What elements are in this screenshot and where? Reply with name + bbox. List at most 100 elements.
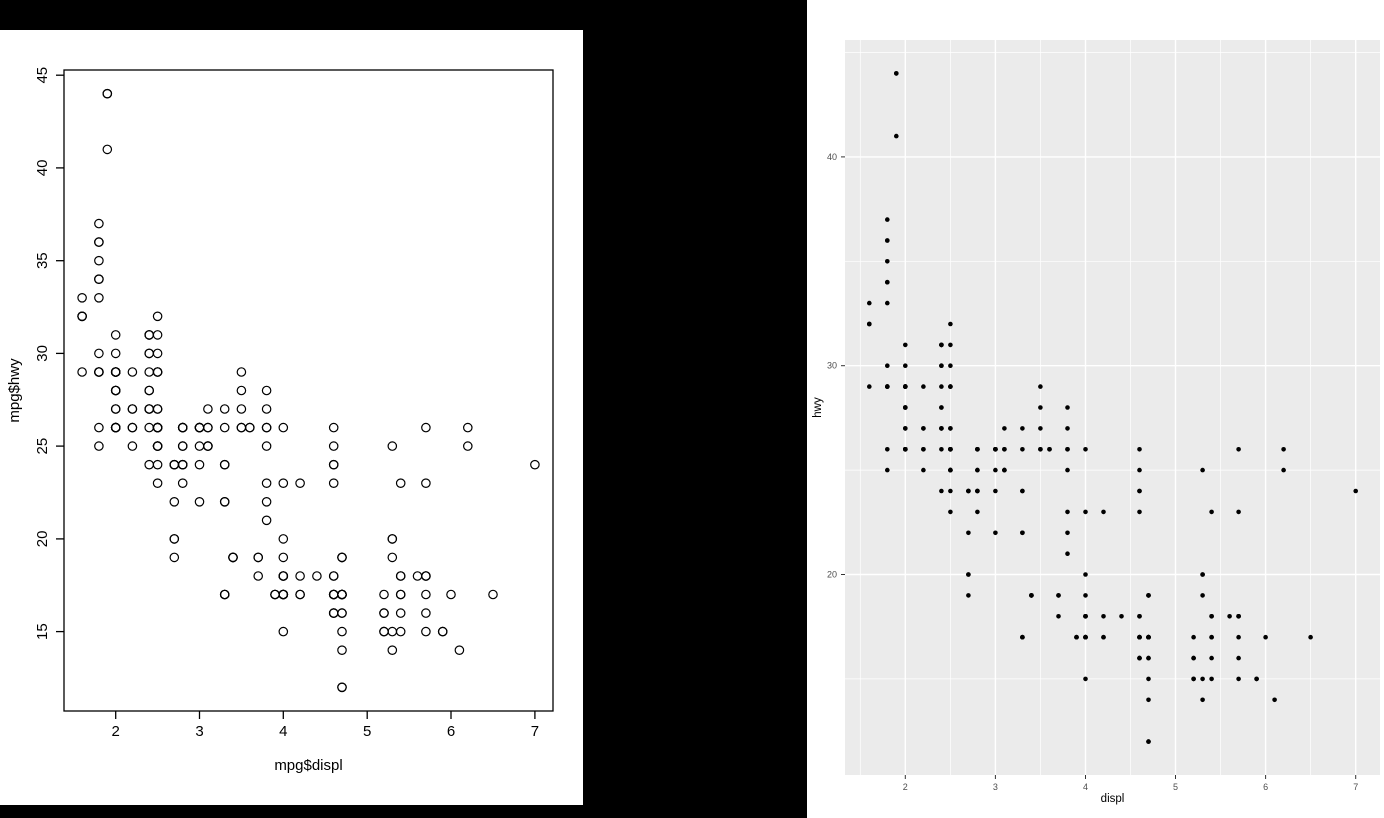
data-point: [395, 626, 406, 637]
data-point: [194, 441, 205, 451]
data-point: [144, 422, 154, 433]
data-point: [1236, 614, 1241, 619]
data-point: [948, 426, 953, 431]
data-point: [966, 572, 971, 577]
data-point: [1137, 447, 1142, 452]
data-point: [885, 259, 890, 264]
data-point: [1056, 614, 1061, 619]
x-tick-label: 3: [993, 782, 998, 792]
data-point: [1200, 467, 1205, 473]
y-tick-label: 40: [827, 152, 837, 162]
data-point: [261, 385, 272, 396]
data-point: [261, 441, 272, 451]
data-point: [219, 459, 230, 470]
data-point: [328, 478, 339, 488]
data-point: [94, 292, 104, 303]
data-point: [194, 422, 205, 433]
data-point: [328, 422, 339, 433]
data-point: [337, 645, 347, 655]
data-point: [1200, 697, 1205, 703]
data-point: [939, 447, 944, 452]
y-tick-label: 20: [827, 570, 837, 580]
data-point: [948, 509, 953, 515]
data-point: [261, 496, 272, 507]
data-point: [1020, 634, 1025, 640]
data-point: [169, 459, 180, 470]
data-point: [295, 478, 305, 488]
data-point: [328, 459, 339, 470]
data-point: [102, 144, 113, 155]
data-point: [1083, 634, 1088, 640]
y-tick-label: 45: [34, 67, 51, 84]
data-point: [421, 626, 431, 637]
data-point: [387, 552, 398, 563]
data-point: [966, 488, 971, 494]
data-point: [152, 404, 163, 414]
data-point: [885, 363, 890, 369]
data-point: [144, 348, 154, 359]
data-point: [1254, 676, 1259, 682]
data-point: [885, 238, 890, 243]
data-point: [975, 488, 980, 494]
data-point: [421, 589, 431, 600]
data-point: [1083, 509, 1088, 515]
data-point: [948, 467, 953, 473]
y-tick-label: 35: [34, 252, 51, 269]
data-point: [94, 422, 104, 433]
data-point: [1002, 447, 1007, 452]
data-point: [437, 626, 448, 637]
data-point: [921, 447, 926, 452]
data-point: [462, 441, 473, 451]
data-point: [1137, 509, 1142, 515]
data-point: [261, 515, 272, 526]
plot-box: [63, 69, 554, 712]
data-point: [1020, 488, 1025, 494]
data-point: [993, 467, 998, 473]
data-point: [295, 589, 305, 600]
data-point: [1101, 634, 1106, 640]
data-point: [261, 478, 272, 488]
data-point: [1065, 426, 1070, 431]
data-point: [966, 530, 971, 536]
data-point: [966, 593, 971, 598]
data-point: [203, 441, 213, 451]
data-point: [219, 404, 230, 414]
y-tick-label: 15: [34, 623, 51, 640]
data-point: [454, 645, 465, 655]
data-point: [245, 422, 255, 433]
data-point: [236, 404, 247, 414]
data-point: [939, 384, 944, 389]
data-point: [387, 534, 398, 544]
x-axis-title: mpg$displ: [274, 757, 342, 774]
data-point: [993, 447, 998, 452]
data-point: [462, 422, 473, 433]
data-point: [169, 552, 180, 563]
data-point: [328, 589, 339, 600]
data-point: [885, 279, 890, 285]
data-point: [1236, 447, 1241, 452]
x-tick-label: 7: [531, 723, 539, 740]
data-point: [395, 608, 406, 618]
data-point: [885, 384, 890, 389]
data-point: [1137, 614, 1142, 619]
data-point: [77, 311, 87, 322]
data-point: [177, 478, 188, 488]
ggplot-plot-window: 2 3 4 5 6 7 20 30 40 displ hwy: [807, 0, 1384, 818]
data-point: [1146, 697, 1151, 703]
data-point: [948, 321, 953, 327]
data-point: [236, 385, 247, 396]
data-point: [337, 608, 347, 618]
data-point: [127, 441, 138, 451]
data-point: [530, 459, 540, 470]
data-point: [261, 404, 272, 414]
data-point: [102, 88, 113, 99]
data-point: [1272, 697, 1277, 703]
data-point: [1038, 447, 1043, 452]
data-point: [395, 589, 406, 600]
data-point: [110, 404, 121, 414]
data-point: [219, 496, 230, 507]
data-point: [903, 384, 908, 389]
data-point: [1083, 676, 1088, 682]
